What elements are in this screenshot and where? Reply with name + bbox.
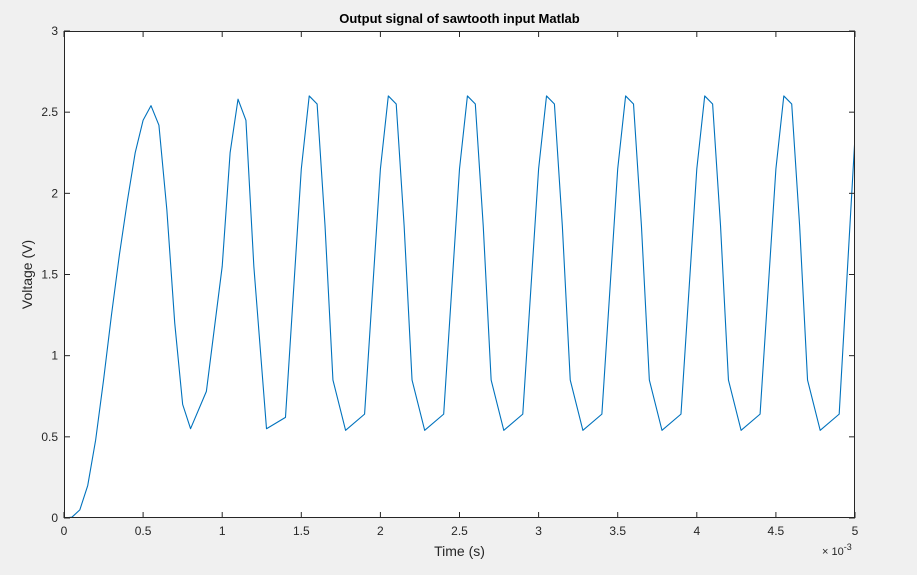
x-tick-label: 0 — [61, 524, 68, 538]
y-tick-label: 1 — [51, 349, 58, 363]
x-tick-label: 0.5 — [135, 524, 152, 538]
y-tick-label: 3 — [51, 24, 58, 38]
y-axis-label: Voltage (V) — [19, 240, 35, 309]
x-tick-label: 4.5 — [768, 524, 785, 538]
x-tick-label: 2 — [377, 524, 384, 538]
x-tick-label: 5 — [852, 524, 859, 538]
x-tick-label: 3 — [535, 524, 542, 538]
y-tick-label: 2.5 — [41, 105, 58, 119]
x-tick-label: 1.5 — [293, 524, 310, 538]
y-tick-label: 0.5 — [41, 430, 58, 444]
x-tick-label: 3.5 — [609, 524, 626, 538]
series-line-0 — [64, 95, 855, 518]
y-tick-label: 2 — [51, 186, 58, 200]
x-tick-label: 2.5 — [451, 524, 468, 538]
x-axis-label: Time (s) — [434, 543, 485, 559]
chart-title: Output signal of sawtooth input Matlab — [339, 11, 580, 26]
y-tick-label: 0 — [51, 511, 58, 525]
x-tick-label: 4 — [693, 524, 700, 538]
x-tick-label: 1 — [219, 524, 226, 538]
y-tick-label: 1.5 — [41, 268, 58, 282]
x-exponent-label: × 10-3 — [822, 542, 852, 558]
axes-background — [64, 31, 855, 518]
